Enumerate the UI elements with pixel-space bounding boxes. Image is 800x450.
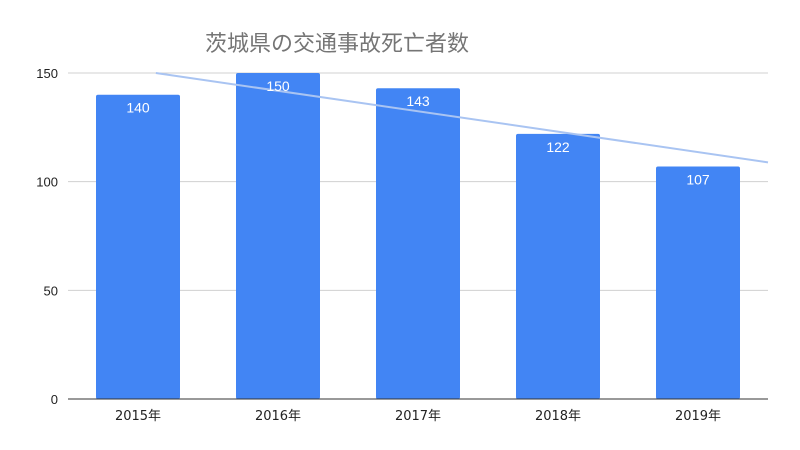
y-tick-label: 150 [36,66,58,81]
data-label: 107 [686,171,710,187]
bar [236,73,320,399]
x-tick-label: 2016年 [255,409,301,424]
data-labels: 140 150 143 122 107 [126,78,710,187]
chart-title: 茨城県の交通事故死亡者数 [205,32,470,57]
data-label: 143 [406,93,430,109]
x-tick-label: 2015年 [115,409,161,424]
y-tick-label: 50 [44,283,58,298]
data-label: 140 [126,100,150,116]
bar [96,94,180,399]
data-label: 150 [266,78,290,94]
x-tick-label: 2019年 [675,409,721,424]
y-tick-label: 0 [51,392,58,407]
bar [656,166,740,399]
bar [516,133,600,399]
bars [96,73,740,400]
bar [376,88,460,400]
data-label: 122 [546,139,570,155]
trendline [155,72,769,164]
x-tick-label: 2018年 [535,409,581,424]
trendline-layer [155,72,769,164]
y-tick-label: 100 [36,175,58,190]
axes: 0 50 100 150 2015年 2016年 2017年 2018年 2019年 [36,66,768,424]
x-tick-label: 2017年 [395,409,441,424]
